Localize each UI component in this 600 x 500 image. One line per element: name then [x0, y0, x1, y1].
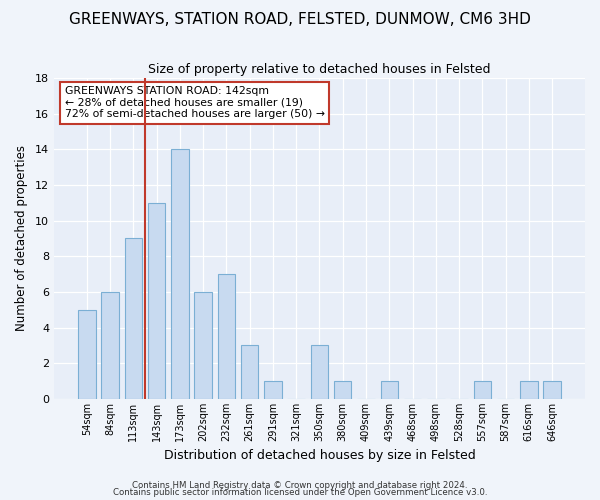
Bar — [125, 238, 142, 399]
Bar — [544, 381, 561, 399]
Text: GREENWAYS, STATION ROAD, FELSTED, DUNMOW, CM6 3HD: GREENWAYS, STATION ROAD, FELSTED, DUNMOW… — [69, 12, 531, 28]
Title: Size of property relative to detached houses in Felsted: Size of property relative to detached ho… — [148, 62, 491, 76]
Bar — [101, 292, 119, 399]
Bar — [78, 310, 95, 399]
Bar — [334, 381, 352, 399]
Bar — [311, 346, 328, 399]
Bar — [218, 274, 235, 399]
X-axis label: Distribution of detached houses by size in Felsted: Distribution of detached houses by size … — [164, 450, 475, 462]
Text: Contains HM Land Registry data © Crown copyright and database right 2024.: Contains HM Land Registry data © Crown c… — [132, 480, 468, 490]
Text: GREENWAYS STATION ROAD: 142sqm
← 28% of detached houses are smaller (19)
72% of : GREENWAYS STATION ROAD: 142sqm ← 28% of … — [65, 86, 325, 120]
Bar — [194, 292, 212, 399]
Bar — [241, 346, 259, 399]
Bar — [520, 381, 538, 399]
Bar — [171, 150, 188, 399]
Text: Contains public sector information licensed under the Open Government Licence v3: Contains public sector information licen… — [113, 488, 487, 497]
Bar — [264, 381, 281, 399]
Bar — [380, 381, 398, 399]
Y-axis label: Number of detached properties: Number of detached properties — [15, 146, 28, 332]
Bar — [148, 203, 166, 399]
Bar — [473, 381, 491, 399]
